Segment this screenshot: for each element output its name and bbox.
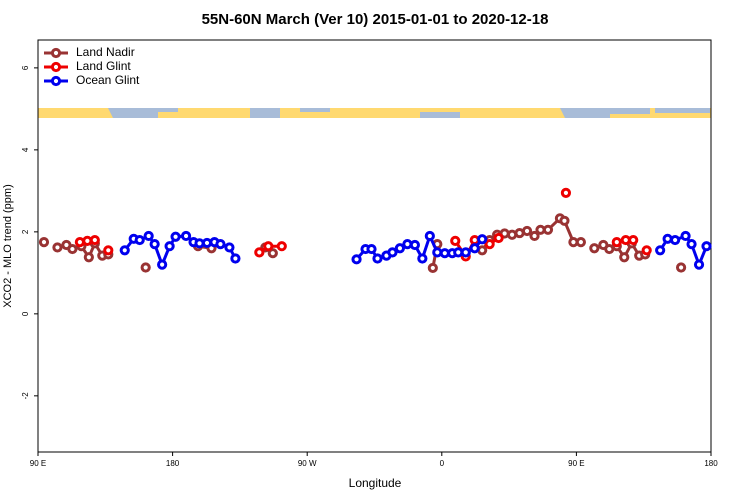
x-tick-label: 90 E [568,459,584,468]
data-point [675,262,687,273]
data-point [484,239,495,250]
x-tick-label: 180 [166,459,180,468]
data-point [143,230,154,242]
data-point [52,242,63,253]
data-point [409,239,420,251]
y-tick-label: 4 [21,147,30,152]
data-point [686,239,697,250]
chart-title: 55N-60N March (Ver 10) 2015-01-01 to 202… [202,11,549,28]
data-point [157,259,168,270]
data-point [170,231,181,242]
data-point [366,243,377,255]
data-point [542,224,554,235]
map-strip [38,108,711,118]
data-point [74,237,85,248]
data-point [460,247,471,258]
data-point [424,230,435,242]
data-point [662,233,673,244]
data-point [477,234,488,245]
data-point [560,187,572,199]
data-point [149,239,160,250]
data-point [589,243,600,254]
legend-marker [50,61,62,73]
data-point [529,230,540,242]
legend-label: Land Nadir [76,45,135,59]
data-point [134,234,145,246]
data-point [224,242,235,253]
data-point [670,234,681,246]
x-tick-label: 180 [704,459,718,468]
data-point [215,239,226,250]
data-point [619,252,630,263]
data-point [267,248,278,259]
y-axis-label: XCO2 - MLO trend (ppm) [2,184,14,307]
data-point [655,245,666,256]
data-point [276,241,287,252]
data-point [103,245,114,256]
data-point [427,262,438,274]
data-point [493,232,504,244]
data-point [351,254,362,265]
data-point [140,262,151,273]
data-point [119,245,130,256]
data-point [230,253,241,264]
data-point [680,230,691,242]
x-tick-label: 90 E [30,459,46,468]
data-point [89,234,100,246]
legend-label: Land Glint [76,59,131,73]
data-point [38,237,50,248]
data-point [450,235,461,246]
data-point [641,245,652,256]
legend-label: Ocean Glint [76,73,140,87]
data-point [628,234,639,246]
legend-marker [50,75,62,87]
x-tick-label: 90 W [298,459,317,468]
data-point [394,243,406,254]
data-point [575,237,586,248]
data-point [180,230,192,242]
data-point [372,253,383,264]
y-tick-label: 0 [21,311,30,316]
data-point [701,241,712,252]
data-point [83,252,94,263]
x-axis-label: Longitude [349,476,402,490]
data-point [469,243,480,254]
data-point [67,243,78,255]
legend-marker [50,47,62,59]
y-tick-label: -2 [21,392,30,400]
data-point [417,253,428,264]
data-point [521,225,533,237]
data-point [254,247,265,258]
data-point [611,237,622,248]
data-point [263,241,274,252]
data-point [387,247,398,258]
data-point [693,259,705,270]
y-tick-label: 6 [21,65,30,70]
x-tick-label: 0 [440,459,445,468]
data-point [559,215,570,226]
y-tick-label: 2 [21,229,30,234]
data-point [164,241,175,252]
